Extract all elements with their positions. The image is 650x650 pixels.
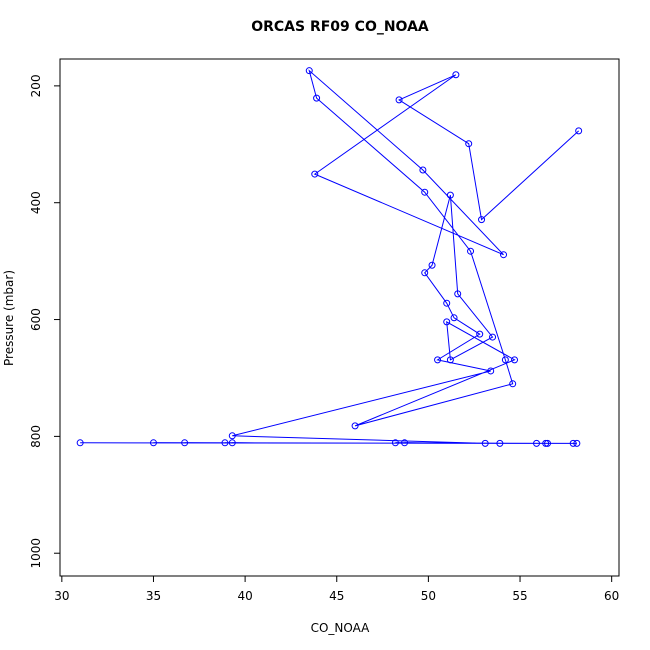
data-point xyxy=(428,261,436,269)
data-point xyxy=(311,170,319,178)
data-point xyxy=(476,330,484,338)
data-point xyxy=(573,439,581,447)
data-point xyxy=(391,439,399,447)
data-point xyxy=(181,439,189,447)
y-tick-label: 800 xyxy=(29,425,43,448)
x-axis-label: CO_NOAA xyxy=(311,621,371,635)
data-point xyxy=(421,269,429,277)
data-point xyxy=(443,299,451,307)
x-tick-label: 50 xyxy=(421,589,436,603)
chart-title: ORCAS RF09 CO_NOAA xyxy=(251,19,429,35)
x-tick-label: 40 xyxy=(237,589,252,603)
data-point xyxy=(478,216,486,224)
data-point xyxy=(419,166,427,174)
x-tick-label: 30 xyxy=(54,589,69,603)
data-point xyxy=(454,290,462,298)
x-tick-label: 35 xyxy=(146,589,161,603)
data-point xyxy=(452,71,460,79)
data-point xyxy=(421,188,429,196)
data-point xyxy=(542,439,550,447)
y-axis-label: Pressure (mbar) xyxy=(2,270,16,366)
data-point xyxy=(487,367,495,375)
x-tick-label: 55 xyxy=(512,589,527,603)
data-point xyxy=(489,333,497,341)
x-tick-label: 45 xyxy=(329,589,344,603)
data-point xyxy=(76,439,84,447)
data-point xyxy=(401,439,409,447)
data-point xyxy=(533,439,541,447)
y-tick-label: 1000 xyxy=(29,538,43,569)
data-point xyxy=(446,356,454,364)
x-tick-label: 60 xyxy=(604,589,619,603)
y-tick-label: 600 xyxy=(29,308,43,331)
data-point xyxy=(465,140,473,148)
data-point xyxy=(228,439,236,447)
data-point xyxy=(511,356,519,364)
data-point xyxy=(575,127,583,135)
data-point xyxy=(501,356,509,364)
data-point xyxy=(228,432,236,440)
data-point xyxy=(395,96,403,104)
data-point xyxy=(351,422,359,430)
plot-area xyxy=(76,67,583,447)
data-point xyxy=(569,439,577,447)
data-point xyxy=(509,380,517,388)
data-point xyxy=(467,247,475,255)
data-point xyxy=(221,439,229,447)
data-point xyxy=(481,439,489,447)
data-point xyxy=(443,318,451,326)
data-point xyxy=(450,314,458,322)
data-point xyxy=(313,94,321,102)
data-line xyxy=(80,69,580,444)
plot-frame xyxy=(59,58,620,577)
data-point xyxy=(496,439,504,447)
data-point xyxy=(500,251,508,259)
data-point xyxy=(305,67,313,75)
data-point xyxy=(446,191,454,199)
data-point xyxy=(149,439,157,447)
data-point xyxy=(434,356,442,364)
y-tick-label: 200 xyxy=(29,74,43,97)
data-point xyxy=(544,439,552,447)
y-tick-label: 400 xyxy=(29,191,43,214)
